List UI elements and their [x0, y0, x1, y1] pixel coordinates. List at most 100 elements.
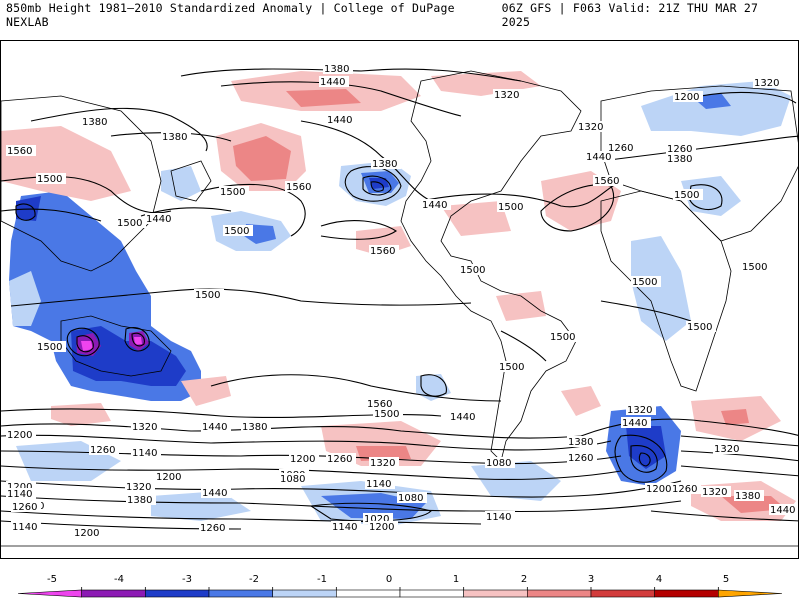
colorbar-tick-label: -1: [317, 574, 327, 585]
contour-line: [362, 175, 392, 196]
contour-labels: 1380 1440 1320 1380 1380 1440 1560 1500 …: [6, 63, 798, 539]
anomaly-region: [286, 89, 361, 107]
anomaly-region: [9, 271, 41, 326]
contour-label: 1140: [132, 448, 157, 459]
model-run-info: 06Z GFS | F063 Valid: 21Z THU MAR 27 202…: [501, 1, 759, 29]
anomaly-region: [721, 409, 749, 425]
contour-label: 1500: [632, 277, 657, 288]
contour-label: 1380: [82, 117, 107, 128]
contour-label: 1260: [200, 523, 225, 534]
anomaly-region: [561, 386, 601, 416]
contour-label: 1560: [594, 176, 619, 187]
contour-line: [210, 374, 502, 402]
contour-label: 1500: [37, 342, 62, 353]
contour-line: [1, 510, 482, 525]
contour-line: [680, 435, 798, 447]
contour-label: 1440: [770, 505, 795, 516]
contour-label: 1380: [568, 437, 593, 448]
contour-line: [540, 184, 615, 232]
colorbar-scale: -5 -4 -3 -2 -1 0 1 2 3 4 5: [17, 574, 783, 598]
contour-label: 1440: [146, 214, 171, 225]
colorbar-tick-label: 2: [521, 574, 527, 585]
colorbar-segment: [208, 589, 273, 598]
colorbar-tick-label: 3: [588, 574, 594, 585]
contour-label: 1080: [486, 458, 511, 469]
contour-line: [630, 445, 658, 473]
contour-label: 1440: [422, 200, 447, 211]
colorbar-tick-label: -4: [114, 574, 124, 585]
contour-label: 1440: [202, 488, 227, 499]
contour-label: 1500: [687, 322, 712, 333]
contour-label: 1440: [320, 77, 345, 88]
contour-label: 1500: [550, 332, 575, 343]
colorbar-tick-label: 0: [386, 574, 392, 585]
contour-label: 1140: [486, 512, 511, 523]
contour-label: 1560: [7, 146, 32, 157]
contour-line: [10, 288, 472, 307]
contour-label: 1500: [224, 226, 249, 237]
contour-line: [300, 120, 432, 202]
contour-label: 1260: [327, 454, 352, 465]
anomaly-region: [161, 166, 201, 201]
contour-label: 1560: [370, 246, 395, 257]
contour-line: [1, 434, 612, 451]
contour-line: [688, 184, 723, 210]
anomaly-region: [416, 374, 451, 401]
contour-line: [500, 330, 547, 362]
colorbar-tick-label: 1: [453, 574, 459, 585]
contour-label: 1380: [735, 491, 760, 502]
contour-label: 1500: [117, 218, 142, 229]
contour-label: 1320: [714, 444, 739, 455]
contour-line: [320, 220, 397, 240]
contour-line: [124, 327, 150, 352]
contour-label: 1380: [324, 64, 349, 75]
contour-label: 1320: [132, 422, 157, 433]
colorbar-segment: [81, 589, 146, 598]
contour-label: 1320: [754, 78, 779, 89]
contour-label: 1320: [126, 482, 151, 493]
contour-label: 1200: [369, 522, 394, 533]
contour-line: [131, 332, 145, 347]
anomaly-region: [71, 326, 186, 386]
anomaly-region: [431, 71, 541, 96]
contour-line: [200, 183, 306, 237]
contour-line: [1, 480, 682, 498]
contour-line: [1, 495, 682, 513]
contour-line: [600, 300, 692, 322]
continent-outline: [400, 70, 582, 462]
contour-label: 1560: [367, 399, 392, 410]
anomaly-region: [81, 341, 93, 351]
contour-label: 1320: [370, 458, 395, 469]
contour-label: 1260: [608, 143, 633, 154]
contour-label: 1200: [290, 454, 315, 465]
contour-line: [600, 135, 798, 162]
contour-label: 1140: [366, 479, 391, 490]
contour-label: 1500: [37, 174, 62, 185]
colorbar-tick-label: -2: [249, 574, 259, 585]
continent-outline: [1, 95, 162, 272]
contour-line: [700, 91, 797, 104]
contour-label: 1500: [220, 187, 245, 198]
colorbar-segment: [17, 589, 82, 598]
contour-label: 1200: [156, 472, 181, 483]
colorbar-segment: [145, 589, 210, 598]
colorbar-tick-label: -5: [47, 574, 57, 585]
contour-label: 1500: [499, 362, 524, 373]
contour-label: 1380: [242, 422, 267, 433]
height-contours: [1, 68, 798, 530]
anomaly-region: [441, 201, 511, 236]
map-panel: 1380 1440 1320 1380 1380 1440 1560 1500 …: [0, 40, 799, 559]
anomaly-region: [51, 403, 111, 426]
anomaly-region: [181, 376, 231, 406]
contour-label: 1500: [195, 290, 220, 301]
contour-line: [680, 465, 798, 477]
colorbar-tick-label: 4: [656, 574, 662, 585]
contour-label: 1080: [398, 493, 423, 504]
contour-label: 1440: [586, 152, 611, 163]
contour-line: [420, 180, 622, 208]
contour-label: 1500: [742, 262, 767, 273]
contour-label: 1260: [90, 445, 115, 456]
contour-line: [1, 208, 102, 222]
contour-label: 1260: [667, 144, 692, 155]
anomaly-region: [134, 337, 142, 345]
